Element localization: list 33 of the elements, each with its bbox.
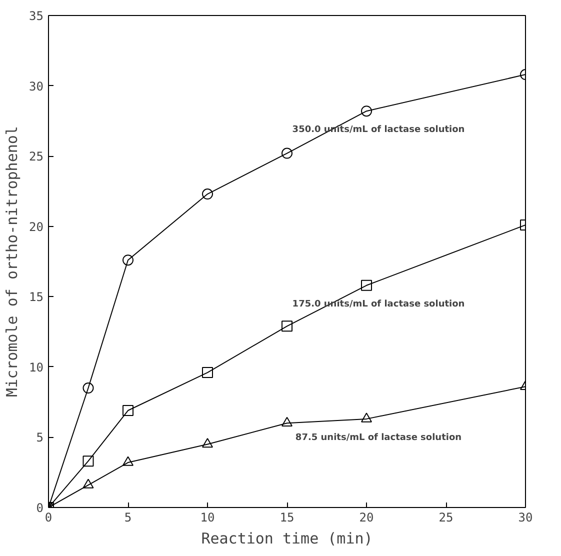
point (202, 367, 213, 378)
x-tick-label: 5 (124, 510, 132, 524)
point (82, 478, 94, 488)
point (361, 412, 372, 422)
point (122, 456, 134, 466)
point (82, 382, 94, 394)
y-tick-label: 10 (29, 360, 44, 374)
point (282, 148, 292, 159)
y-tick-label: 35 (29, 9, 44, 23)
x-tick-label: 10 (200, 510, 215, 524)
point (282, 320, 292, 332)
y-tick-label: 30 (29, 79, 44, 94)
point (282, 416, 292, 427)
x-tick-label: 30 (518, 510, 533, 524)
y-tick-label: 0 (36, 501, 44, 515)
x-tick-label: 0 (44, 510, 52, 524)
y-axis-title: Micromole of ortho-nitrophenol (3, 126, 22, 397)
x-axis-title: Reaction time (min) (201, 530, 373, 548)
y-tick-label: 25 (29, 150, 44, 164)
point (122, 405, 134, 416)
point (202, 438, 213, 448)
x-tick-label: 15 (280, 510, 294, 524)
y-tick-label: 15 (29, 290, 44, 304)
x-tick-label: 20 (359, 510, 374, 524)
point (361, 106, 372, 117)
point (122, 254, 134, 266)
y-tick-label: 5 (36, 430, 44, 445)
series-label: 87.5 units/mL of lactase solution (295, 432, 462, 443)
x-tick-label: 25 (438, 510, 454, 524)
point (82, 456, 94, 467)
y-tick-label: 20 (29, 220, 44, 234)
point (361, 280, 372, 291)
point (202, 188, 213, 200)
